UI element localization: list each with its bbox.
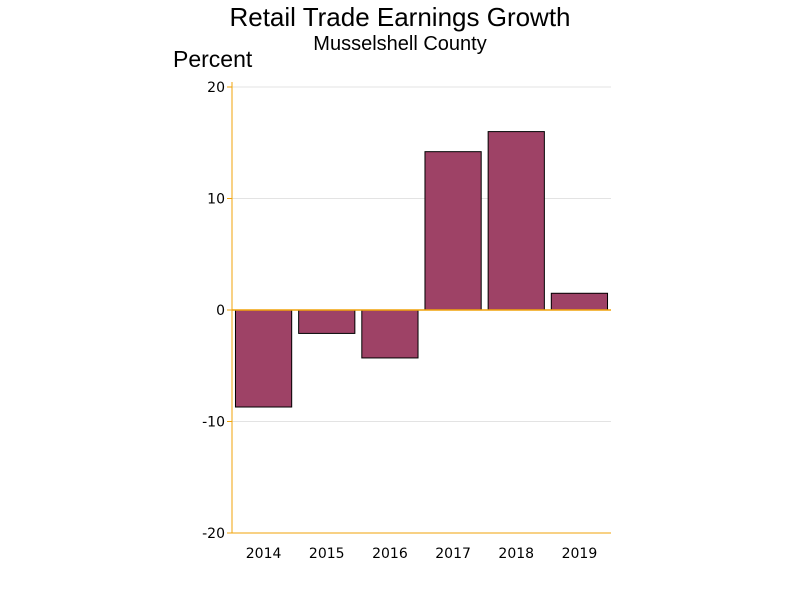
x-tick-label: 2019 <box>562 546 598 562</box>
chart-title: Retail Trade Earnings Growth <box>229 2 571 32</box>
x-tick-label: 2015 <box>309 546 345 562</box>
bar-2015 <box>298 309 356 334</box>
bar-2019 <box>550 292 609 311</box>
y-tick-label: 10 <box>207 192 225 208</box>
chart-subtitle: Musselshell County <box>313 33 487 55</box>
bars <box>234 131 609 408</box>
tick-labels: 20 10 0 -10 -20 2014 2015 2016 2017 2018 2019 <box>202 80 597 562</box>
bar-2016 <box>361 309 419 359</box>
y-tick-label: 0 <box>216 303 225 319</box>
y-tick-label: -20 <box>202 526 225 542</box>
y-tick-label: -10 <box>202 415 225 431</box>
y-axis-label: Percent <box>173 46 253 72</box>
bar-2018 <box>487 131 545 311</box>
x-tick-label: 2014 <box>246 546 282 562</box>
axes <box>227 82 611 534</box>
bar-2017 <box>424 151 482 311</box>
x-tick-label: 2016 <box>372 546 408 562</box>
bar-2014 <box>234 309 293 408</box>
x-tick-label: 2018 <box>498 546 534 562</box>
x-tick-label: 2017 <box>435 546 471 562</box>
y-tick-label: 20 <box>207 80 225 96</box>
